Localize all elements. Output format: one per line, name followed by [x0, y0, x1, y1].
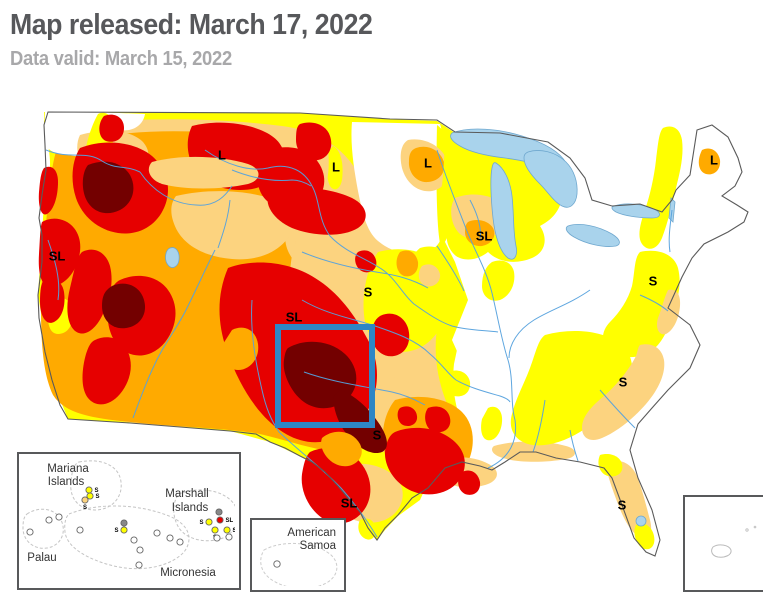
- map-released-title: Map released: March 17, 2022: [10, 9, 373, 41]
- island-station-dot: [81, 496, 89, 504]
- american-samoa-inset: American Samoa: [250, 518, 346, 592]
- island-station-dot: [216, 516, 224, 524]
- island-group-label: Islands: [172, 502, 209, 514]
- island-dot-label: S: [95, 488, 99, 494]
- samoa-label-line2: Samoa: [300, 540, 337, 552]
- usvi-dot: [745, 528, 749, 532]
- island-station-dot: [120, 526, 128, 534]
- island-group-label: Islands: [48, 476, 85, 488]
- island-station-dot: [45, 516, 53, 524]
- island-station-dot: [86, 492, 94, 500]
- impact-label-l: L: [424, 155, 432, 170]
- island-station-dot: [223, 526, 231, 534]
- island-dot-label: S: [83, 505, 87, 511]
- usvi-dot: [753, 525, 757, 529]
- island-station-dot: [153, 529, 161, 537]
- island-station-dot: [166, 534, 174, 542]
- impact-label-s: S: [364, 284, 373, 299]
- impact-label-l: L: [710, 152, 718, 167]
- highlight-box: [275, 324, 375, 428]
- impact-label-sl: SL: [341, 495, 358, 510]
- impact-label-sl: SL: [286, 309, 303, 324]
- samoa-boundary: [260, 542, 338, 586]
- island-station-dot: [136, 546, 144, 554]
- impact-label-l: L: [218, 147, 226, 162]
- island-station-dot: [55, 513, 63, 521]
- impact-label-sl: SL: [49, 248, 66, 263]
- island-station-dot: [225, 533, 233, 541]
- drought-severity-layers: [38, 110, 721, 550]
- island-group-label: Palau: [27, 552, 56, 564]
- island-group-label: Mariana: [47, 463, 89, 475]
- puerto-rico-outline: [711, 544, 732, 558]
- samoa-station-dot: [273, 560, 281, 568]
- island-dot-label: S: [114, 528, 118, 534]
- island-station-dot: [205, 518, 213, 526]
- island-station-dot: [26, 528, 34, 536]
- island-dot-label: S: [96, 494, 100, 500]
- lakes: [165, 128, 676, 527]
- island-station-dot: [120, 519, 128, 527]
- island-station-dot: [213, 534, 221, 542]
- island-station-dot: [211, 526, 219, 534]
- conus-outline: [37, 111, 749, 557]
- pacific-island-labels: MarianaIslandsMarshallIslandsPalauMicron…: [27, 463, 216, 579]
- island-station-dot: [130, 536, 138, 544]
- map-header: Map released: March 17, 2022 Data valid:…: [10, 9, 373, 71]
- impact-label-s: S: [373, 427, 382, 442]
- island-group-label: Micronesia: [160, 567, 216, 579]
- island-station-dot: [176, 538, 184, 546]
- pacific-drought-dots: SSSSSLSSS: [26, 486, 236, 569]
- island-group-boundaries: [22, 460, 235, 570]
- samoa-label-line1: American: [287, 527, 336, 539]
- impact-label-s: S: [618, 497, 627, 512]
- pacific-islands-inset: SSSSSLSSS MarianaIslandsMarshallIslandsP…: [17, 452, 241, 590]
- island-station-dot: [85, 486, 93, 494]
- puerto-rico-inset: [683, 495, 763, 592]
- impact-label-s: S: [649, 273, 658, 288]
- impact-label-sl: SL: [476, 228, 493, 243]
- data-valid-subtitle: Data valid: March 15, 2022: [10, 47, 232, 70]
- island-group-label: Marshall: [165, 488, 208, 500]
- impact-label-s: S: [619, 374, 628, 389]
- island-station-dot: [76, 526, 84, 534]
- island-station-dot: [215, 508, 223, 516]
- impact-label-l: L: [332, 159, 340, 174]
- rivers: [45, 149, 673, 538]
- island-dot-label: S: [233, 528, 236, 534]
- island-dot-label: S: [199, 520, 203, 526]
- island-dot-label: SL: [226, 518, 234, 524]
- d4-exceptional-drought-areas: [82, 161, 387, 454]
- island-station-dot: [135, 561, 143, 569]
